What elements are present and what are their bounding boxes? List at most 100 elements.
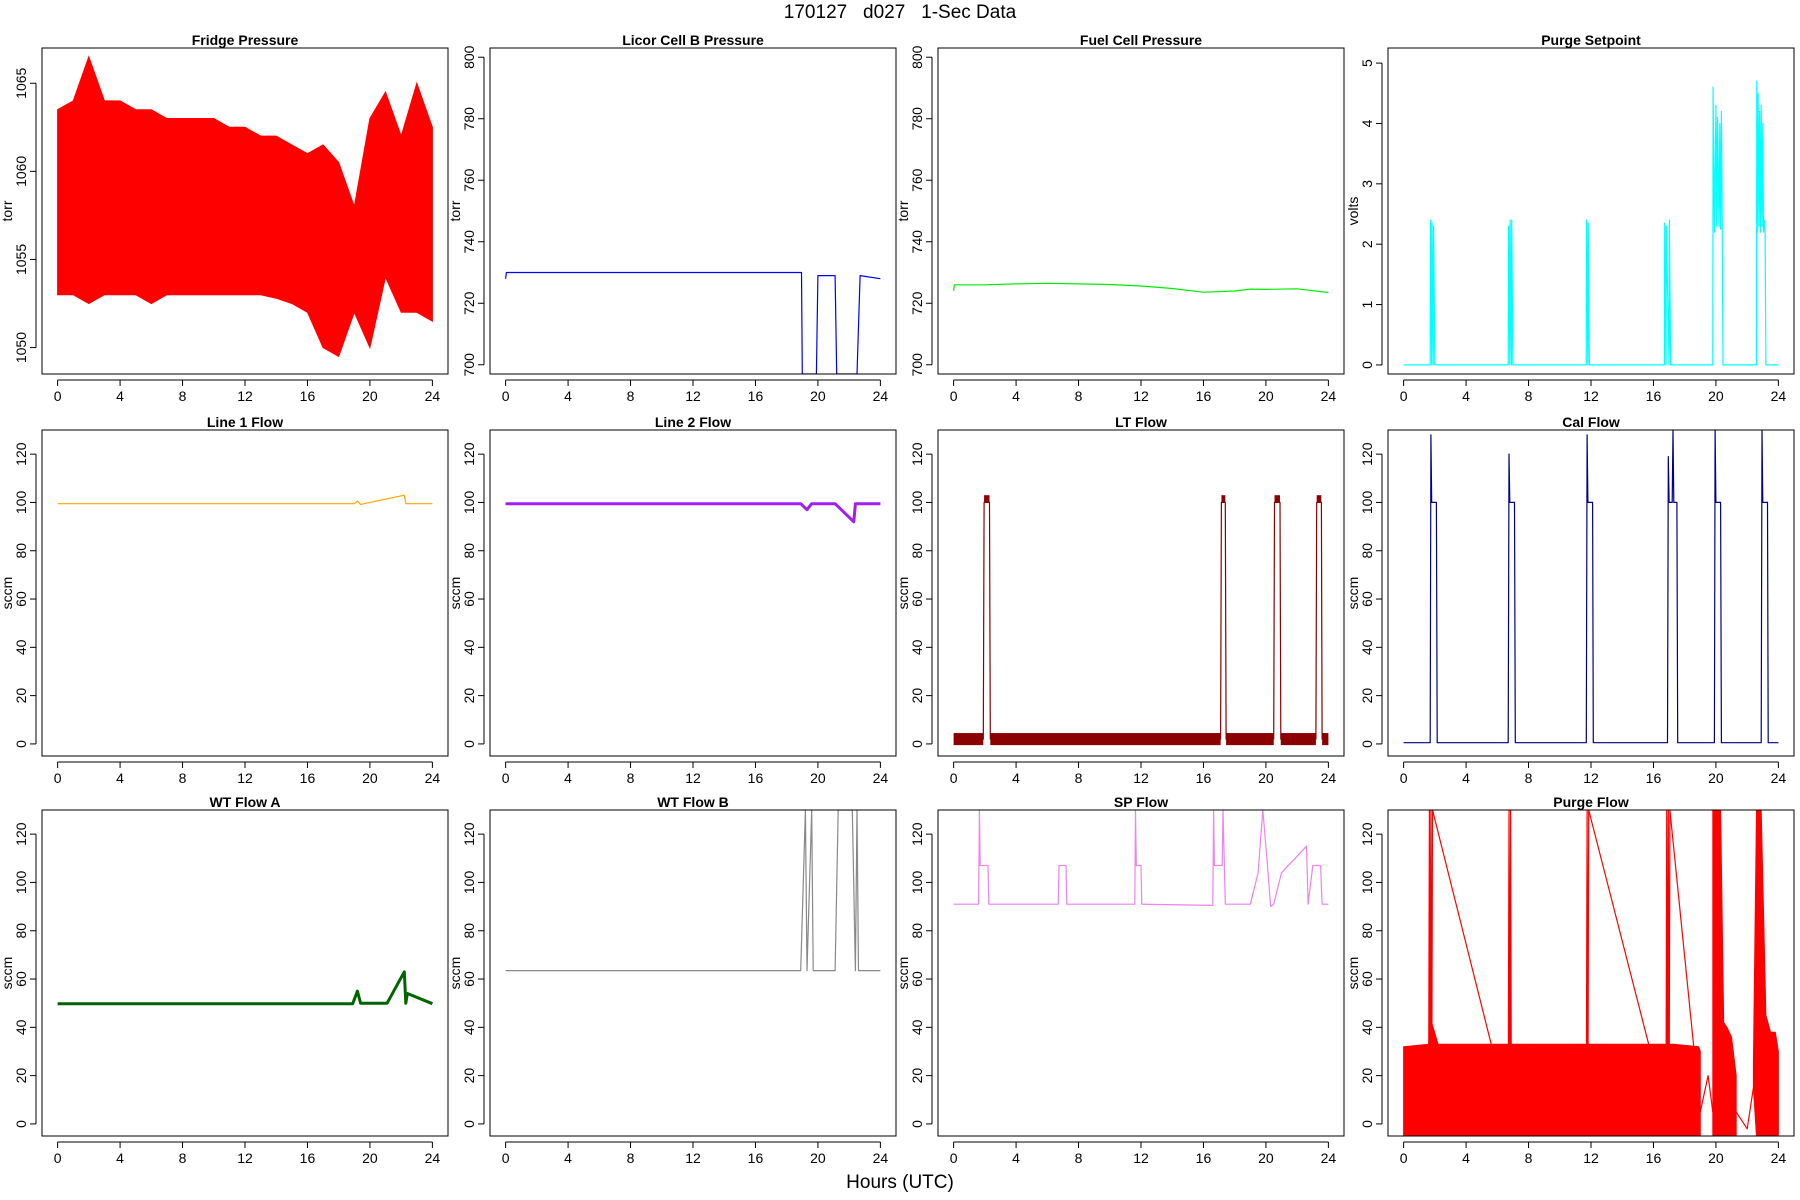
x-tick-label-fridge-pressure: 4 [116, 388, 124, 404]
y-tick-label-wt-flow-b: 40 [461, 1019, 477, 1035]
y-tick-label-cal-flow: 100 [1359, 491, 1375, 515]
y-tick-label-lt-flow: 0 [909, 740, 925, 748]
y-tick-label-sp-flow: 80 [909, 923, 925, 939]
panel-title-lt-flow: LT Flow [1115, 414, 1167, 430]
y-tick-label-purge-flow: 20 [1359, 1068, 1375, 1084]
x-tick-label-fuel-cell-pressure: 8 [1075, 388, 1083, 404]
x-tick-label-wt-flow-b: 16 [748, 1150, 764, 1166]
panel-title-line-2-flow: Line 2 Flow [655, 414, 731, 430]
y-axis-label-fridge-pressure: torr [0, 200, 15, 221]
x-tick-label-purge-flow: 8 [1525, 1150, 1533, 1166]
y-tick-label-wt-flow-a: 60 [13, 971, 29, 987]
panel-title-cal-flow: Cal Flow [1562, 414, 1620, 430]
panel-title-wt-flow-b: WT Flow B [657, 794, 729, 810]
y-tick-label-line-2-flow: 0 [461, 740, 477, 748]
x-tick-label-fridge-pressure: 12 [237, 388, 253, 404]
plot-area-cal-flow [1403, 430, 1779, 744]
x-tick-label-line-2-flow: 0 [502, 770, 510, 786]
panel-title-fridge-pressure: Fridge Pressure [192, 32, 299, 48]
x-tick-label-purge-setpoint: 12 [1583, 388, 1599, 404]
y-tick-label-sp-flow: 60 [909, 971, 925, 987]
x-tick-label-purge-setpoint: 8 [1525, 388, 1533, 404]
y-tick-label-licor-cell-b-pressure: 760 [461, 168, 477, 192]
y-tick-label-wt-flow-a: 100 [13, 871, 29, 895]
data-line-lt-flow-0 [953, 501, 1329, 740]
y-tick-label-fuel-cell-pressure: 760 [909, 168, 925, 192]
y-tick-label-wt-flow-b: 0 [461, 1120, 477, 1128]
panel-title-line-1-flow: Line 1 Flow [207, 414, 283, 430]
plot-area-fridge-pressure [57, 55, 433, 358]
y-tick-label-purge-flow: 80 [1359, 923, 1375, 939]
data-top-lt-flow [1316, 495, 1322, 503]
y-tick-label-purge-flow: 40 [1359, 1019, 1375, 1035]
y-tick-label-cal-flow: 60 [1359, 591, 1375, 607]
y-tick-label-wt-flow-b: 120 [461, 822, 477, 846]
plot-area-fuel-cell-pressure [953, 282, 1329, 294]
y-tick-label-fridge-pressure: 1065 [13, 67, 29, 98]
x-tick-label-line-1-flow: 8 [179, 770, 187, 786]
panel-lt-flow: LT Flow 0 4 8 12 16 20 24 0 20 40 60 80 100 120 sccm [895, 414, 1345, 786]
y-tick-label-purge-setpoint: 1 [1359, 300, 1375, 308]
y-tick-label-wt-flow-a: 0 [13, 1120, 29, 1128]
y-tick-label-purge-flow: 0 [1359, 1120, 1375, 1128]
x-tick-label-sp-flow: 16 [1196, 1150, 1212, 1166]
y-tick-label-lt-flow: 100 [909, 491, 925, 515]
y-tick-label-sp-flow: 20 [909, 1068, 925, 1084]
y-tick-label-lt-flow: 120 [909, 442, 925, 466]
panel-title-fuel-cell-pressure: Fuel Cell Pressure [1080, 32, 1202, 48]
y-tick-label-wt-flow-b: 60 [461, 971, 477, 987]
data-band-fridge-pressure-0 [57, 55, 433, 358]
x-tick-label-lt-flow: 8 [1075, 770, 1083, 786]
y-tick-label-line-2-flow: 60 [461, 591, 477, 607]
panel-sp-flow: SP Flow 0 4 8 12 16 20 24 0 20 40 60 80 100 120 sccm [895, 794, 1345, 1166]
plot-area-line-1-flow [57, 494, 433, 505]
x-tick-label-sp-flow: 8 [1075, 1150, 1083, 1166]
y-axis-label-wt-flow-a: sccm [0, 957, 15, 990]
x-tick-label-line-1-flow: 12 [237, 770, 253, 786]
plot-frame-lt-flow [937, 429, 1345, 757]
plot-area-lt-flow [953, 495, 1329, 746]
panel-fuel-cell-pressure: Fuel Cell Pressure 0 4 8 12 16 20 24 700 720 740 76… [895, 32, 1345, 404]
plot-frame-line-2-flow [489, 429, 897, 757]
y-tick-label-fuel-cell-pressure: 740 [909, 230, 925, 254]
data-line-cal-flow-0 [1403, 430, 1779, 744]
y-axis-label-line-1-flow: sccm [0, 577, 15, 610]
y-tick-label-purge-setpoint: 2 [1359, 240, 1375, 248]
y-tick-label-purge-setpoint: 5 [1359, 59, 1375, 67]
y-axis-label-sp-flow: sccm [895, 957, 911, 990]
y-axis-label-purge-flow: sccm [1345, 957, 1361, 990]
x-tick-label-line-1-flow: 24 [425, 770, 441, 786]
x-tick-label-fuel-cell-pressure: 4 [1012, 388, 1020, 404]
x-tick-label-fuel-cell-pressure: 0 [950, 388, 958, 404]
panel-fridge-pressure: Fridge Pressure 0 4 8 12 16 20 24 1050 1055 1060 10… [0, 32, 449, 404]
x-tick-label-fridge-pressure: 20 [362, 388, 378, 404]
y-tick-label-sp-flow: 0 [909, 1120, 925, 1128]
x-tick-label-wt-flow-a: 20 [362, 1150, 378, 1166]
x-tick-label-purge-setpoint: 20 [1708, 388, 1724, 404]
plot-frame-sp-flow [937, 809, 1345, 1137]
x-tick-label-cal-flow: 24 [1771, 770, 1787, 786]
y-axis-label-licor-cell-b-pressure: torr [447, 200, 463, 221]
page-title: 170127 d027 1-Sec Data [783, 2, 1017, 23]
x-axis-label: Hours (UTC) [846, 1172, 954, 1193]
y-tick-label-cal-flow: 120 [1359, 442, 1375, 466]
panel-licor-cell-b-pressure: Licor Cell B Pressure 0 4 8 12 16 20 24 700 720 74… [447, 32, 897, 404]
data-noise-lt-flow [953, 733, 984, 746]
data-line-licor-cell-b-pressure-0 [505, 271, 881, 374]
x-tick-label-lt-flow: 4 [1012, 770, 1020, 786]
y-tick-label-purge-setpoint: 3 [1359, 180, 1375, 188]
x-tick-label-purge-flow: 24 [1771, 1150, 1787, 1166]
plot-frame-purge-flow [1387, 809, 1795, 1137]
y-tick-label-line-1-flow: 40 [13, 639, 29, 655]
x-tick-label-purge-flow: 16 [1646, 1150, 1662, 1166]
plot-frame-fuel-cell-pressure [937, 47, 1345, 375]
x-tick-label-line-2-flow: 20 [810, 770, 826, 786]
x-tick-label-cal-flow: 4 [1462, 770, 1470, 786]
y-tick-label-lt-flow: 60 [909, 591, 925, 607]
panel-purge-flow: Purge Flow 0 4 8 12 16 20 24 0 20 40 60 80 100 120 sccm [1345, 794, 1795, 1166]
x-tick-label-fridge-pressure: 16 [300, 388, 316, 404]
y-tick-label-line-1-flow: 0 [13, 740, 29, 748]
x-tick-label-sp-flow: 12 [1133, 1150, 1149, 1166]
y-tick-label-wt-flow-a: 80 [13, 923, 29, 939]
panel-title-purge-setpoint: Purge Setpoint [1541, 32, 1641, 48]
